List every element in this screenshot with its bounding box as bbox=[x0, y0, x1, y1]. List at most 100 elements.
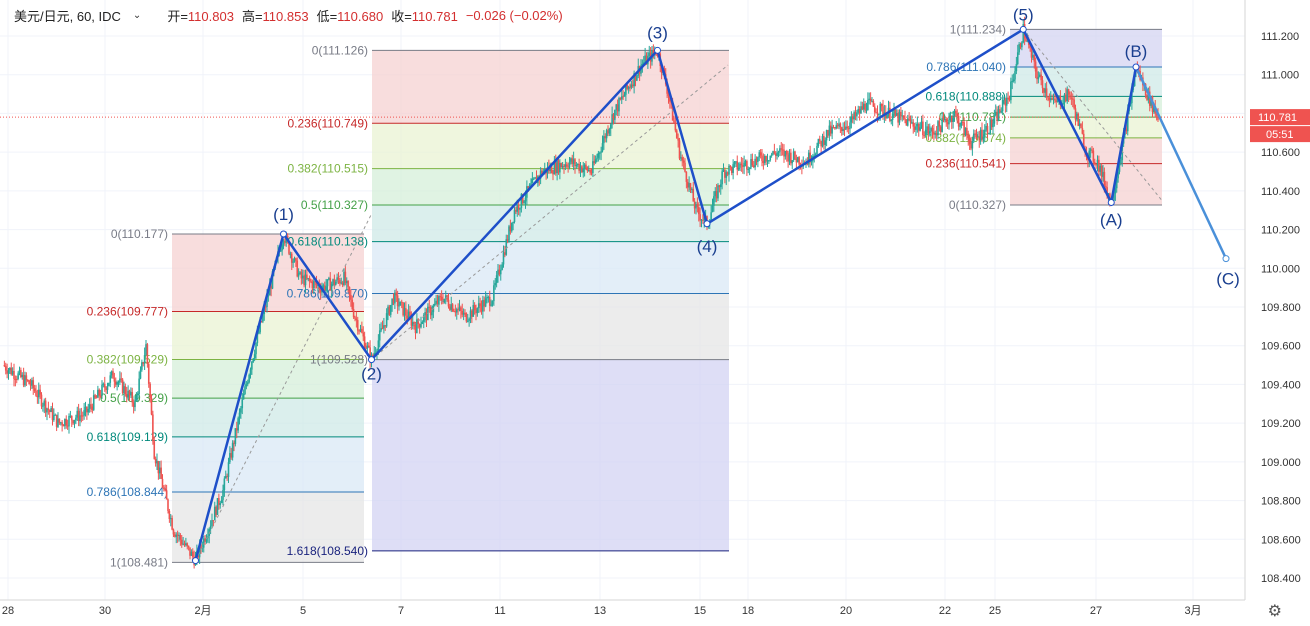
candle-body bbox=[876, 112, 879, 115]
candle-body bbox=[521, 194, 524, 203]
candle-body bbox=[462, 312, 465, 315]
candle-body bbox=[25, 375, 28, 381]
candle-body bbox=[373, 352, 376, 357]
candle-body bbox=[792, 151, 795, 161]
candle-body bbox=[1019, 44, 1022, 48]
price-tick-label: 108.800 bbox=[1261, 496, 1301, 508]
fib-level-label: 0.236(110.749) bbox=[287, 116, 368, 130]
candle-body bbox=[87, 408, 90, 413]
candle-body bbox=[879, 103, 882, 114]
candle-body bbox=[303, 275, 305, 286]
candle-body bbox=[142, 362, 145, 364]
candle-body bbox=[266, 296, 268, 307]
candle-body bbox=[31, 380, 33, 386]
candle-body bbox=[295, 258, 297, 261]
candle-body bbox=[297, 273, 300, 277]
candle-body bbox=[289, 253, 292, 255]
candle-body bbox=[684, 162, 686, 172]
candle-body bbox=[928, 131, 931, 134]
symbol-label[interactable]: 美元/日元, 60, IDC bbox=[14, 9, 121, 24]
candle-body bbox=[76, 410, 79, 418]
candle-body bbox=[714, 191, 717, 197]
candle-body bbox=[292, 261, 294, 263]
candle-body bbox=[36, 395, 39, 398]
candle-body bbox=[187, 545, 190, 548]
candle-body bbox=[960, 121, 963, 126]
candle-body bbox=[105, 387, 107, 391]
candle-body bbox=[183, 543, 186, 546]
candle-body bbox=[1011, 81, 1014, 83]
candle-body bbox=[387, 306, 389, 314]
candle-body bbox=[491, 301, 494, 305]
candle-body bbox=[450, 304, 453, 310]
candle-body bbox=[244, 386, 246, 394]
candle-body bbox=[724, 169, 726, 178]
candle-body bbox=[869, 98, 872, 101]
candle-body bbox=[213, 506, 216, 521]
candle-body bbox=[747, 168, 750, 170]
candle-body bbox=[689, 183, 692, 190]
candle-body bbox=[403, 308, 406, 316]
candle-body bbox=[627, 86, 630, 89]
candle-body bbox=[988, 133, 990, 135]
candle-body bbox=[392, 298, 395, 304]
candle-body bbox=[695, 204, 697, 209]
candle-body bbox=[1052, 98, 1055, 100]
candle-body bbox=[791, 160, 794, 164]
candle-body bbox=[350, 294, 352, 300]
candle-body bbox=[212, 520, 215, 522]
candle-body bbox=[240, 408, 242, 413]
candle-body bbox=[14, 378, 17, 380]
candle-body bbox=[836, 125, 839, 127]
candle-body bbox=[769, 155, 772, 161]
candle-body bbox=[418, 323, 421, 328]
candle-body bbox=[736, 161, 739, 170]
candle-body bbox=[717, 185, 719, 199]
candle-body bbox=[735, 161, 737, 163]
gear-icon[interactable]: ⚙ bbox=[1267, 603, 1282, 620]
candle-body bbox=[307, 278, 310, 280]
candle-body bbox=[431, 312, 433, 316]
price-tick-label: 111.200 bbox=[1261, 31, 1299, 43]
candle-body bbox=[354, 317, 356, 319]
candle-body bbox=[1126, 111, 1129, 132]
candle-body bbox=[460, 307, 462, 312]
candle-body bbox=[817, 138, 820, 146]
fib-zone bbox=[372, 241, 729, 294]
candle-body bbox=[358, 330, 360, 332]
candle-body bbox=[667, 93, 670, 97]
candle-body bbox=[72, 420, 74, 424]
candle-body bbox=[490, 304, 492, 306]
candle-body bbox=[150, 398, 153, 415]
candle-body bbox=[579, 166, 582, 171]
candle-body bbox=[1081, 128, 1084, 134]
wave-label: (3) bbox=[647, 23, 668, 42]
candle-body bbox=[729, 165, 732, 168]
candle-body bbox=[983, 129, 986, 137]
candle-body bbox=[189, 547, 191, 556]
candle-body bbox=[113, 378, 116, 382]
candle-body bbox=[970, 144, 972, 149]
candle-body bbox=[262, 314, 264, 322]
time-tick-label: 30 bbox=[99, 605, 111, 617]
candle-body bbox=[882, 106, 884, 116]
time-tick-label: 7 bbox=[398, 605, 404, 617]
candle-body bbox=[864, 103, 866, 111]
fib-level-label: 0.618(110.138) bbox=[287, 235, 368, 249]
candle-body bbox=[398, 305, 400, 307]
chevron-down-icon[interactable]: ⌄ bbox=[132, 10, 142, 21]
candle-body bbox=[281, 244, 283, 251]
candle-body bbox=[933, 131, 935, 135]
candle-body bbox=[461, 311, 464, 315]
candle-body bbox=[934, 133, 937, 135]
candle-body bbox=[26, 380, 29, 382]
candle-body bbox=[438, 296, 440, 305]
candle-body bbox=[168, 510, 171, 520]
time-tick-label: 11 bbox=[494, 605, 505, 617]
candle-body bbox=[157, 460, 160, 474]
candle-body bbox=[145, 344, 147, 356]
candle-body bbox=[656, 54, 659, 56]
wave-label: (B) bbox=[1125, 42, 1148, 61]
